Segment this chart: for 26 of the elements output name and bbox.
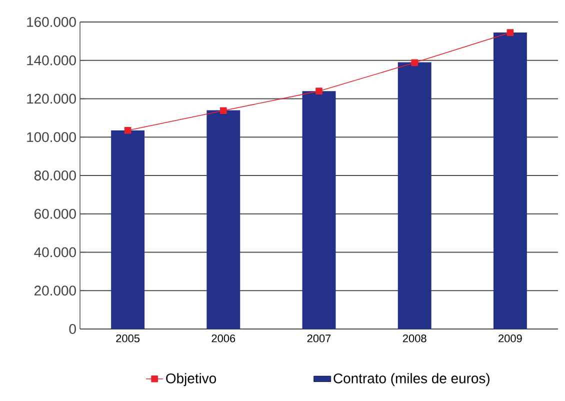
y-tick-label: 60.000 bbox=[34, 208, 76, 219]
point bbox=[220, 107, 227, 114]
point bbox=[316, 88, 322, 94]
point bbox=[411, 59, 418, 66]
bar bbox=[206, 110, 240, 329]
y-tick-label: 120.000 bbox=[27, 94, 76, 104]
x-tick-label: 2007 bbox=[307, 334, 331, 342]
y-tick-label: 100.000 bbox=[27, 132, 76, 142]
x-tick-label: 2006 bbox=[212, 334, 236, 342]
bar bbox=[302, 91, 336, 329]
bar bbox=[111, 130, 145, 329]
point bbox=[124, 127, 132, 134]
y-tick-label: 40.000 bbox=[34, 247, 76, 258]
x-tick-label: 2009 bbox=[498, 334, 522, 342]
legend-label: Objetivo bbox=[166, 373, 216, 386]
bar bbox=[493, 32, 527, 329]
y-tick-label: 0 bbox=[69, 324, 76, 334]
bar bbox=[398, 62, 432, 329]
point bbox=[506, 29, 514, 36]
legend-label: Contrato (miles de euros) bbox=[334, 373, 490, 386]
y-tick-label: 80.000 bbox=[34, 170, 76, 180]
y-tick-label: 20.000 bbox=[34, 286, 76, 296]
y-tick-label: 140.000 bbox=[27, 55, 76, 66]
x-tick-label: 2005 bbox=[116, 334, 140, 342]
y-tick-label: 160.000 bbox=[27, 17, 76, 27]
x-tick-label: 2008 bbox=[402, 334, 426, 342]
